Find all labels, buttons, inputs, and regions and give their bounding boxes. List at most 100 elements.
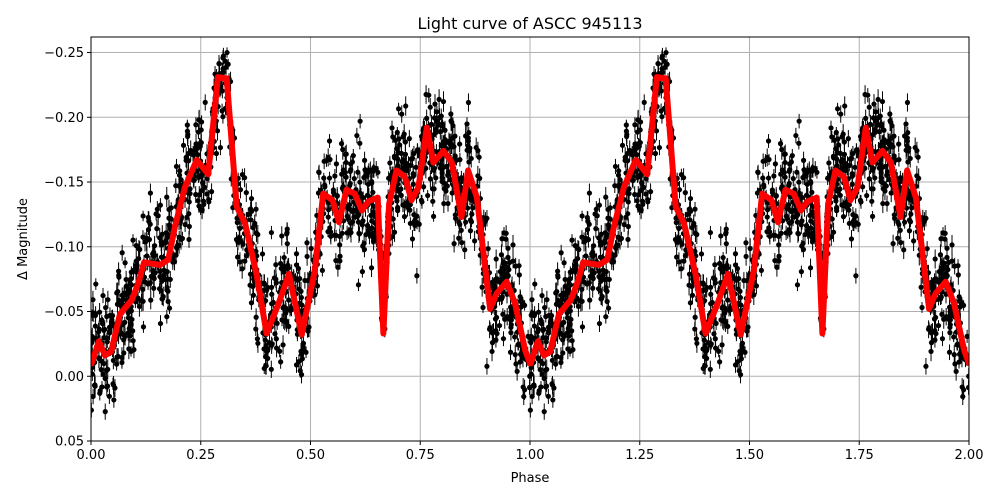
data-point	[185, 134, 190, 139]
data-point	[395, 156, 400, 161]
data-point	[439, 113, 444, 118]
data-point	[699, 251, 704, 256]
data-point	[343, 170, 348, 175]
data-point	[677, 187, 682, 192]
data-point	[801, 158, 806, 163]
data-point	[206, 197, 211, 202]
data-point	[555, 273, 560, 278]
data-point	[414, 214, 419, 219]
data-point	[279, 317, 284, 322]
data-point	[144, 253, 149, 258]
data-point	[177, 168, 182, 173]
data-point	[235, 254, 240, 259]
data-point	[765, 155, 770, 160]
data-point	[638, 127, 643, 132]
data-point	[394, 198, 399, 203]
data-point	[956, 272, 961, 277]
data-point	[216, 61, 221, 66]
data-point	[457, 141, 462, 146]
data-point	[352, 176, 357, 181]
data-point	[632, 122, 637, 127]
data-point	[825, 176, 830, 181]
data-point	[411, 174, 416, 179]
data-point	[223, 18, 228, 23]
data-point	[783, 160, 788, 165]
data-point	[386, 176, 391, 181]
data-point	[694, 341, 699, 346]
data-point	[339, 141, 344, 146]
data-point	[720, 270, 725, 275]
data-point	[402, 214, 407, 219]
data-point	[110, 313, 115, 318]
data-point	[193, 192, 198, 197]
data-point	[237, 259, 242, 264]
data-point	[884, 183, 889, 188]
data-point	[343, 152, 348, 157]
data-point	[169, 205, 174, 210]
data-point	[704, 346, 709, 351]
data-point	[905, 139, 910, 144]
data-point	[765, 207, 770, 212]
data-point	[733, 362, 738, 367]
data-point	[789, 219, 794, 224]
data-point	[140, 213, 145, 218]
data-point	[164, 314, 169, 319]
data-point	[238, 187, 243, 192]
data-point	[947, 350, 952, 355]
data-point	[282, 264, 287, 269]
data-point	[247, 283, 252, 288]
data-point	[726, 308, 731, 313]
data-point	[790, 153, 795, 158]
data-point	[99, 318, 104, 323]
data-point	[186, 158, 191, 163]
data-point	[952, 352, 957, 357]
data-point	[332, 233, 337, 238]
data-point	[946, 260, 951, 265]
x-axis-label: Phase	[511, 471, 550, 486]
data-point	[544, 297, 549, 302]
data-point	[281, 304, 286, 309]
data-point	[756, 170, 761, 175]
data-point	[624, 134, 629, 139]
data-point	[939, 312, 944, 317]
data-point	[449, 120, 454, 125]
data-point	[929, 340, 934, 345]
data-point	[853, 214, 858, 219]
data-point	[561, 334, 566, 339]
data-point	[431, 214, 436, 219]
data-point	[808, 265, 813, 270]
data-point	[119, 360, 124, 365]
data-point	[199, 140, 204, 145]
data-point	[445, 201, 450, 206]
data-point	[919, 285, 924, 290]
data-point	[832, 138, 837, 143]
data-point	[896, 141, 901, 146]
data-point	[399, 111, 404, 116]
data-point	[515, 369, 520, 374]
data-point	[242, 175, 247, 180]
data-point	[431, 186, 436, 191]
data-point	[782, 170, 787, 175]
data-point	[305, 254, 310, 259]
data-point	[778, 141, 783, 146]
data-point	[395, 208, 400, 213]
data-point	[687, 217, 692, 222]
data-point	[725, 297, 730, 302]
data-point	[350, 219, 355, 224]
data-point	[863, 116, 868, 121]
data-point	[321, 175, 326, 180]
data-point	[573, 243, 578, 248]
data-point	[583, 253, 588, 258]
data-point	[442, 128, 447, 133]
data-point	[451, 144, 456, 149]
data-point	[770, 187, 775, 192]
data-point	[542, 409, 547, 414]
data-point	[500, 312, 505, 317]
data-point	[159, 242, 164, 247]
data-point	[146, 219, 151, 224]
data-point	[362, 158, 367, 163]
data-point	[674, 220, 679, 225]
data-point	[327, 175, 332, 180]
data-point	[111, 397, 116, 402]
data-point	[909, 205, 914, 210]
